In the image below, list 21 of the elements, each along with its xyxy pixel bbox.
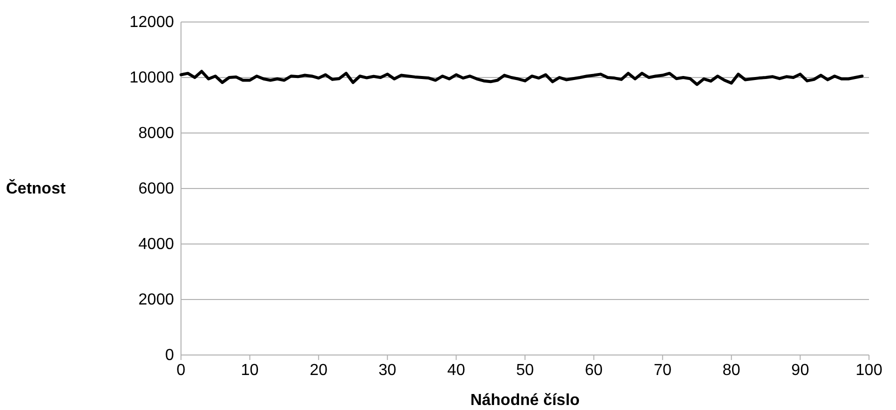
x-tick-label: 100: [856, 362, 882, 379]
y-tick-label: 2000: [138, 292, 174, 308]
x-tick-label: 0: [176, 362, 186, 379]
x-tick-label: 90: [791, 362, 810, 379]
y-tick-label: 6000: [138, 180, 174, 198]
x-tick-label: 60: [584, 362, 603, 379]
x-tick-label: 80: [722, 362, 740, 379]
x-axis-title: Náhodné číslo: [470, 392, 580, 409]
y-tick-label: 10000: [130, 70, 174, 86]
x-tick-label: 20: [310, 362, 328, 379]
y-tick-label: 12000: [130, 14, 174, 31]
x-tick-label: 30: [378, 362, 396, 379]
y-tick-label: 0: [165, 347, 174, 364]
x-tick-label: 10: [240, 362, 259, 379]
y-tick-label: 4000: [138, 236, 174, 253]
y-axis-title: Četnost: [6, 178, 66, 198]
x-tick-label: 70: [654, 362, 672, 379]
x-tick-label: 40: [447, 362, 466, 379]
x-tick-label: 50: [516, 362, 534, 379]
line-series: [180, 70, 864, 86]
y-tick-label: 8000: [138, 125, 174, 142]
